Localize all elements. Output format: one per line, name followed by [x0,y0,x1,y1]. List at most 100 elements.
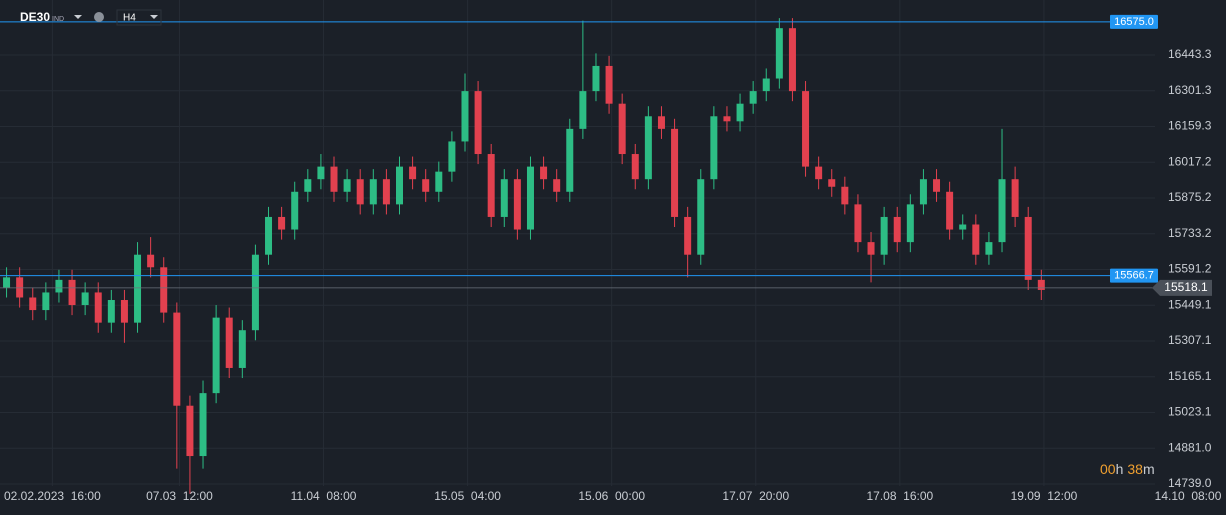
candle-body [330,166,338,192]
price-level-box [1110,268,1158,283]
candle-body [16,277,24,298]
y-tick-label: 15591.2 [1168,262,1212,276]
candle-body [788,28,796,92]
candle-body [435,171,443,192]
candle-body [29,297,37,311]
x-tick-label: 11.04 08:00 [291,489,357,503]
y-tick-label: 15875.2 [1168,190,1212,204]
last-price-label: 15518.1 [1164,280,1208,294]
candle-body [1011,179,1019,217]
y-tick-label: 16017.2 [1168,154,1212,168]
candle-body [81,292,89,306]
candle-body [199,393,207,457]
info-icon[interactable] [94,12,104,22]
timer-h: h [1116,461,1124,477]
candle-body [186,405,194,457]
candle-body [802,91,810,167]
y-tick-label: 15023.1 [1168,405,1212,419]
candle-body [815,166,823,180]
candle-body [134,254,142,323]
candle-body [448,141,456,172]
candle-body [553,179,561,192]
candle-body [933,179,941,192]
x-tick-label: 15.06 00:00 [578,489,645,503]
candle-body [540,166,548,180]
candle-body [225,317,233,368]
candle-body [422,179,430,192]
candle-body [1037,279,1045,290]
candle-body [1024,216,1032,280]
candle-body [68,279,76,306]
candle-body [854,204,862,243]
x-tick-label: 02.02.2023 16:00 [4,489,101,503]
candle-body [828,179,836,187]
candle-body [710,116,718,180]
candle-body [500,179,508,217]
candle-body [526,166,534,230]
candle-body [946,191,954,230]
candles [3,18,1045,494]
timer-minutes: 38 [1127,461,1143,477]
x-tick-label: 17.08 16:00 [866,489,933,503]
market: IND [52,16,64,23]
candle-body [238,330,246,368]
candle-body [251,254,259,331]
candle-body [265,216,273,255]
timer-hours: 00 [1100,461,1116,477]
y-tick-label: 14881.0 [1168,440,1212,454]
candle-body [94,292,102,323]
last-price-box [1152,279,1212,296]
x-tick-label: 19.09 12:00 [1011,489,1078,503]
candle-body [579,91,587,129]
symbol-dropdown[interactable] [74,15,82,19]
candle-body [972,224,980,255]
candle-body [461,91,469,142]
candle-body [278,216,286,230]
candle-body [395,166,403,205]
candle-body [160,267,168,313]
candle-body [356,179,364,205]
candle-body [3,277,11,288]
x-tick-label: 17.07 20:00 [722,489,789,503]
candle-body [605,65,613,104]
candle-body [749,91,757,104]
candle-body [107,300,115,323]
timeframe-box[interactable] [116,9,162,26]
candle-body [382,179,390,205]
candle-body [959,224,967,230]
y-tick-label: 16443.3 [1168,47,1212,61]
candle-body [697,179,705,255]
x-tick-label: 07.03 12:00 [146,489,213,503]
candle-body [566,128,574,192]
symbol: DE30 [20,10,50,24]
y-tick-label: 14739.0 [1168,476,1212,490]
candle-body [474,91,482,155]
candle-body [723,116,731,122]
overlay: 16443.3 16301.3 16159.3 16017.2 15875.2 15733… [0,14,1222,503]
candle-body [120,300,128,323]
candle-body [592,65,600,92]
candle-body [147,254,155,268]
timeframe-dropdown[interactable] [150,15,158,19]
price-level-box [1110,14,1158,29]
candle-body [671,128,679,217]
candle-body [736,103,744,122]
candle-body [684,216,692,255]
y-tick-label: 15733.2 [1168,226,1212,240]
y-tick-label: 15449.1 [1168,297,1212,311]
candle-body [304,179,312,192]
candle-body [487,154,495,217]
timer-m: m [1143,461,1155,477]
candle-body [985,242,993,255]
y-tick-label: 15165.1 [1168,369,1212,383]
candle-body [893,216,901,243]
candle-body [880,216,888,255]
y-tick-label: 16301.3 [1168,83,1212,97]
timer: 00h 38m [1100,461,1155,477]
candle-body [212,317,220,394]
candle-body [919,179,927,205]
candle-body [369,179,377,205]
y-tick-label: 16159.3 [1168,119,1212,133]
